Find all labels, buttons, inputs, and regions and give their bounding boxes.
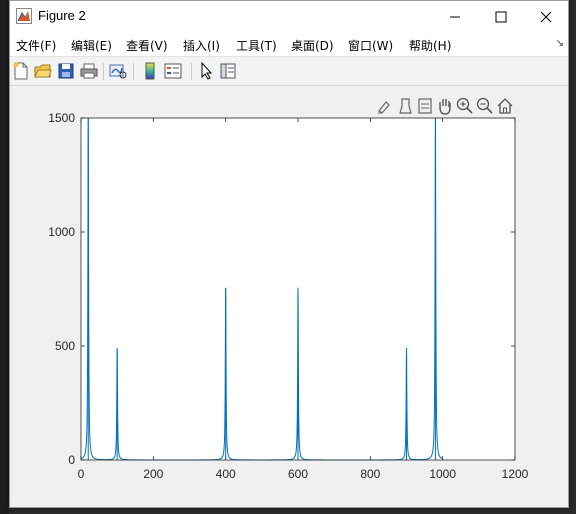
x-tick-label: 0 [78, 467, 85, 481]
export-icon[interactable] [416, 97, 434, 115]
menu-edit[interactable]: 编辑(E) [71, 39, 112, 53]
menu-help[interactable]: 帮助(H) [409, 39, 452, 53]
zoom-in-icon[interactable] [456, 97, 474, 115]
menu-view[interactable]: 查看(V) [126, 39, 168, 53]
data-tips-icon[interactable] [397, 97, 415, 115]
plot-axes[interactable]: 0 200 400 600 800 1000 1200 0 500 1000 1500 [10, 1, 568, 507]
toolbar-separator [133, 63, 134, 80]
x-tick-label: 200 [143, 467, 163, 481]
x-tick-label: 1000 [429, 467, 456, 481]
y-tick-label: 0 [68, 453, 75, 467]
toolbar-separator [191, 63, 192, 80]
open-file-icon[interactable] [34, 62, 52, 80]
matlab-figure-icon [16, 8, 32, 24]
menu-desktop[interactable]: 桌面(D) [291, 39, 334, 53]
title-bar[interactable]: Figure 2 [10, 1, 568, 32]
axes-box [80, 117, 516, 461]
colorbar-icon[interactable] [141, 62, 159, 80]
menu-window[interactable]: 窗口(W) [348, 39, 394, 53]
link-plot-icon[interactable] [109, 62, 127, 80]
window-title: Figure 2 [38, 8, 86, 23]
x-tick-label: 1200 [502, 467, 529, 481]
property-inspector-icon[interactable] [219, 62, 237, 80]
x-tick-label: 600 [288, 467, 308, 481]
pointer-icon[interactable] [198, 62, 216, 80]
legend-icon[interactable] [164, 62, 182, 80]
menu-dock-arrow-icon[interactable]: ↘ [555, 38, 564, 49]
zoom-out-icon[interactable] [476, 97, 494, 115]
menu-insert[interactable]: 插入(I) [183, 39, 220, 53]
figure-window: Figure 2 文件(F) 编辑(E) 查看(V) 插入(I) 工具(T) 桌… [9, 0, 569, 508]
y-tick-label: 1500 [48, 111, 75, 125]
maximize-icon [495, 11, 507, 22]
home-icon[interactable] [496, 97, 514, 115]
menu-tools[interactable]: 工具(T) [236, 39, 277, 53]
x-tick-label: 400 [216, 467, 236, 481]
background-editor [0, 0, 9, 514]
menu-bar: 文件(F) 编辑(E) 查看(V) 插入(I) 工具(T) 桌面(D) 窗口(W… [10, 32, 568, 56]
maximize-button[interactable] [478, 1, 524, 32]
figure-toolbar [10, 56, 568, 86]
save-icon[interactable] [57, 62, 75, 80]
x-tick-label: 800 [360, 467, 380, 481]
close-button[interactable] [523, 1, 569, 32]
pan-hand-icon[interactable] [436, 97, 454, 115]
brush-data-icon[interactable] [376, 97, 394, 115]
menu-file[interactable]: 文件(F) [16, 39, 57, 53]
new-figure-icon[interactable] [12, 62, 30, 80]
close-icon [540, 11, 552, 22]
y-tick-label: 1000 [48, 225, 75, 239]
minimize-icon [450, 16, 460, 17]
toolbar-separator [103, 63, 104, 80]
y-tick-label: 500 [55, 339, 75, 353]
minimize-button[interactable] [432, 1, 478, 32]
print-icon[interactable] [80, 62, 98, 80]
peak-group [87, 118, 436, 460]
